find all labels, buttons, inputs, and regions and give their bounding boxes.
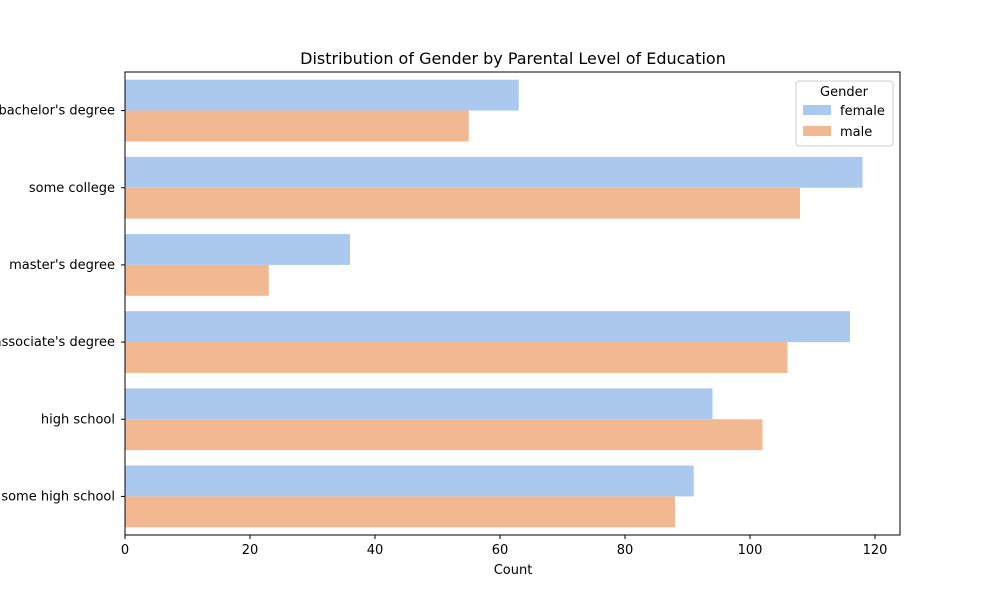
x-tick-label: 60 <box>492 543 509 558</box>
chart-title: Distribution of Gender by Parental Level… <box>300 49 726 68</box>
plot-frame <box>124 71 901 536</box>
bar-male <box>125 342 788 373</box>
legend: Gender female male <box>795 80 894 147</box>
bars-layer <box>125 79 863 528</box>
legend-entries: female male <box>803 104 885 140</box>
bar-female <box>125 311 850 343</box>
bar-female <box>125 156 863 188</box>
x-tick-label: 40 <box>367 543 384 558</box>
bar-male <box>125 419 763 451</box>
y-tick-label: high school <box>41 412 115 427</box>
bar-female <box>125 388 713 420</box>
y-tick-label: some college <box>29 181 115 196</box>
y-tick-label: some high school <box>1 489 115 504</box>
y-tick-label: associate's degree <box>0 335 115 350</box>
y-tick-label: master's degree <box>9 258 115 273</box>
bar-male <box>125 264 269 296</box>
x-tick-label: 20 <box>242 543 259 558</box>
x-tick-label: 80 <box>617 543 634 558</box>
bar-female <box>125 234 350 265</box>
legend-label-female: female <box>840 104 885 119</box>
x-tick-label: 100 <box>738 543 763 558</box>
x-axis-label: Count <box>494 563 533 578</box>
legend-title: Gender <box>820 85 869 100</box>
legend-swatch-male <box>803 126 831 136</box>
x-tick-label: 0 <box>121 543 129 558</box>
bar-male <box>125 187 800 219</box>
x-axis: 0 20 40 60 80 100 120 <box>121 535 888 558</box>
legend-swatch-female <box>803 105 831 115</box>
x-tick-label: 120 <box>863 543 888 558</box>
legend-label-male: male <box>840 125 872 140</box>
y-tick-label: bachelor's degree <box>0 104 115 119</box>
bar-male <box>125 110 469 142</box>
bar-female <box>125 79 519 111</box>
bar-male <box>125 496 675 528</box>
y-axis: bachelor's degree some college master's de… <box>0 104 125 504</box>
bar-female <box>125 465 694 497</box>
